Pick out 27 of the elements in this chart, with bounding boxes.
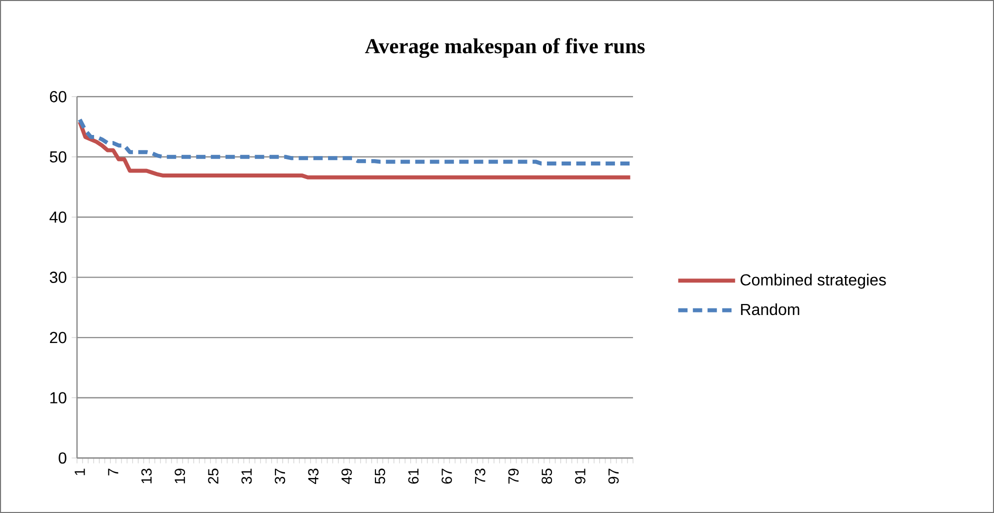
y-tick-label: 40 xyxy=(50,211,66,223)
x-tick-label: 25 xyxy=(208,468,218,484)
x-tick-label: 91 xyxy=(575,468,586,484)
y-tick-label: 20 xyxy=(50,332,66,344)
x-tick-label: 67 xyxy=(442,468,452,484)
x-tick-label: 19 xyxy=(174,468,186,484)
x-tick-label: 55 xyxy=(374,468,386,484)
x-tick-label: 1 xyxy=(74,468,85,476)
legend-label: Combined strategies xyxy=(740,274,886,289)
y-tick-label: 30 xyxy=(50,272,66,283)
chart-title: Average makespan of five runs xyxy=(364,38,645,58)
x-tick-label: 85 xyxy=(542,468,552,484)
x-tick-label: 37 xyxy=(274,468,286,484)
legend-label: Random xyxy=(741,303,800,316)
y-tick-label: 50 xyxy=(50,151,66,163)
x-tick-label: 13 xyxy=(141,468,152,484)
x-tick-label: 31 xyxy=(241,468,252,484)
y-tick-label: 60 xyxy=(50,91,66,102)
x-tick-label: 61 xyxy=(408,468,419,484)
x-tick-label: 73 xyxy=(474,468,486,484)
y-tick-label: 0 xyxy=(58,452,66,464)
y-tick-label: 10 xyxy=(50,392,66,404)
x-tick-label: 43 xyxy=(308,468,319,484)
x-tick-label: 79 xyxy=(508,468,519,484)
x-tick-label: 97 xyxy=(608,468,619,484)
x-tick-label: 49 xyxy=(342,468,352,484)
x-tick-label: 7 xyxy=(108,468,118,476)
